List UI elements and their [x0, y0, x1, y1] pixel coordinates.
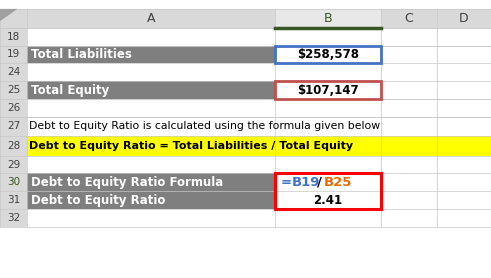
Text: 19: 19: [7, 49, 20, 59]
Text: =: =: [281, 176, 292, 189]
Bar: [27, 46, 275, 63]
Bar: [275, 9, 381, 28]
Bar: [27, 81, 275, 99]
Bar: [0, 191, 27, 209]
Bar: [275, 81, 381, 99]
Text: Total Liabilities: Total Liabilities: [31, 48, 132, 61]
Text: $107,147: $107,147: [297, 84, 358, 96]
Bar: [275, 173, 381, 191]
Text: 30: 30: [7, 177, 20, 187]
Text: B25: B25: [324, 176, 353, 189]
Bar: [0, 99, 27, 117]
Text: Debt to Equity Ratio = Total Liabilities / Total Equity: Debt to Equity Ratio = Total Liabilities…: [29, 141, 354, 151]
Text: 32: 32: [7, 213, 20, 223]
Text: $258,578: $258,578: [297, 48, 359, 61]
Text: 18: 18: [7, 32, 20, 42]
Text: 28: 28: [7, 141, 20, 151]
Bar: [275, 173, 381, 209]
Text: 27: 27: [7, 121, 20, 131]
Text: /: /: [317, 176, 322, 189]
Text: 29: 29: [7, 160, 20, 170]
Text: Debt to Equity Ratio: Debt to Equity Ratio: [31, 194, 165, 207]
Bar: [275, 46, 381, 63]
Text: 25: 25: [7, 85, 20, 95]
Bar: [0, 209, 27, 227]
Text: Debt to Equity Ratio is calculated using the formula given below: Debt to Equity Ratio is calculated using…: [29, 121, 381, 131]
Bar: [0, 81, 27, 99]
Bar: [275, 81, 381, 99]
Bar: [0, 63, 27, 81]
Text: A: A: [147, 12, 155, 25]
Bar: [0, 136, 27, 156]
Text: 31: 31: [7, 195, 20, 205]
Text: 2.41: 2.41: [313, 194, 342, 207]
Text: D: D: [459, 12, 469, 25]
Bar: [0, 156, 27, 173]
Text: Total Equity: Total Equity: [31, 84, 109, 96]
Bar: [27, 9, 275, 28]
Bar: [27, 173, 275, 191]
Bar: [0, 9, 491, 227]
Polygon shape: [0, 9, 18, 21]
Text: 24: 24: [7, 67, 20, 77]
Bar: [0, 9, 27, 28]
Bar: [275, 191, 381, 209]
Bar: [0, 173, 27, 191]
Bar: [27, 136, 491, 156]
Bar: [275, 46, 381, 63]
Bar: [381, 9, 437, 28]
Text: Debt to Equity Ratio Formula: Debt to Equity Ratio Formula: [31, 176, 223, 189]
Bar: [0, 28, 27, 46]
Text: 26: 26: [7, 103, 20, 113]
Bar: [437, 9, 491, 28]
Bar: [0, 117, 27, 136]
Text: C: C: [405, 12, 413, 25]
Text: B19: B19: [292, 176, 320, 189]
Bar: [27, 191, 275, 209]
Text: B: B: [324, 12, 332, 25]
Bar: [0, 46, 27, 63]
